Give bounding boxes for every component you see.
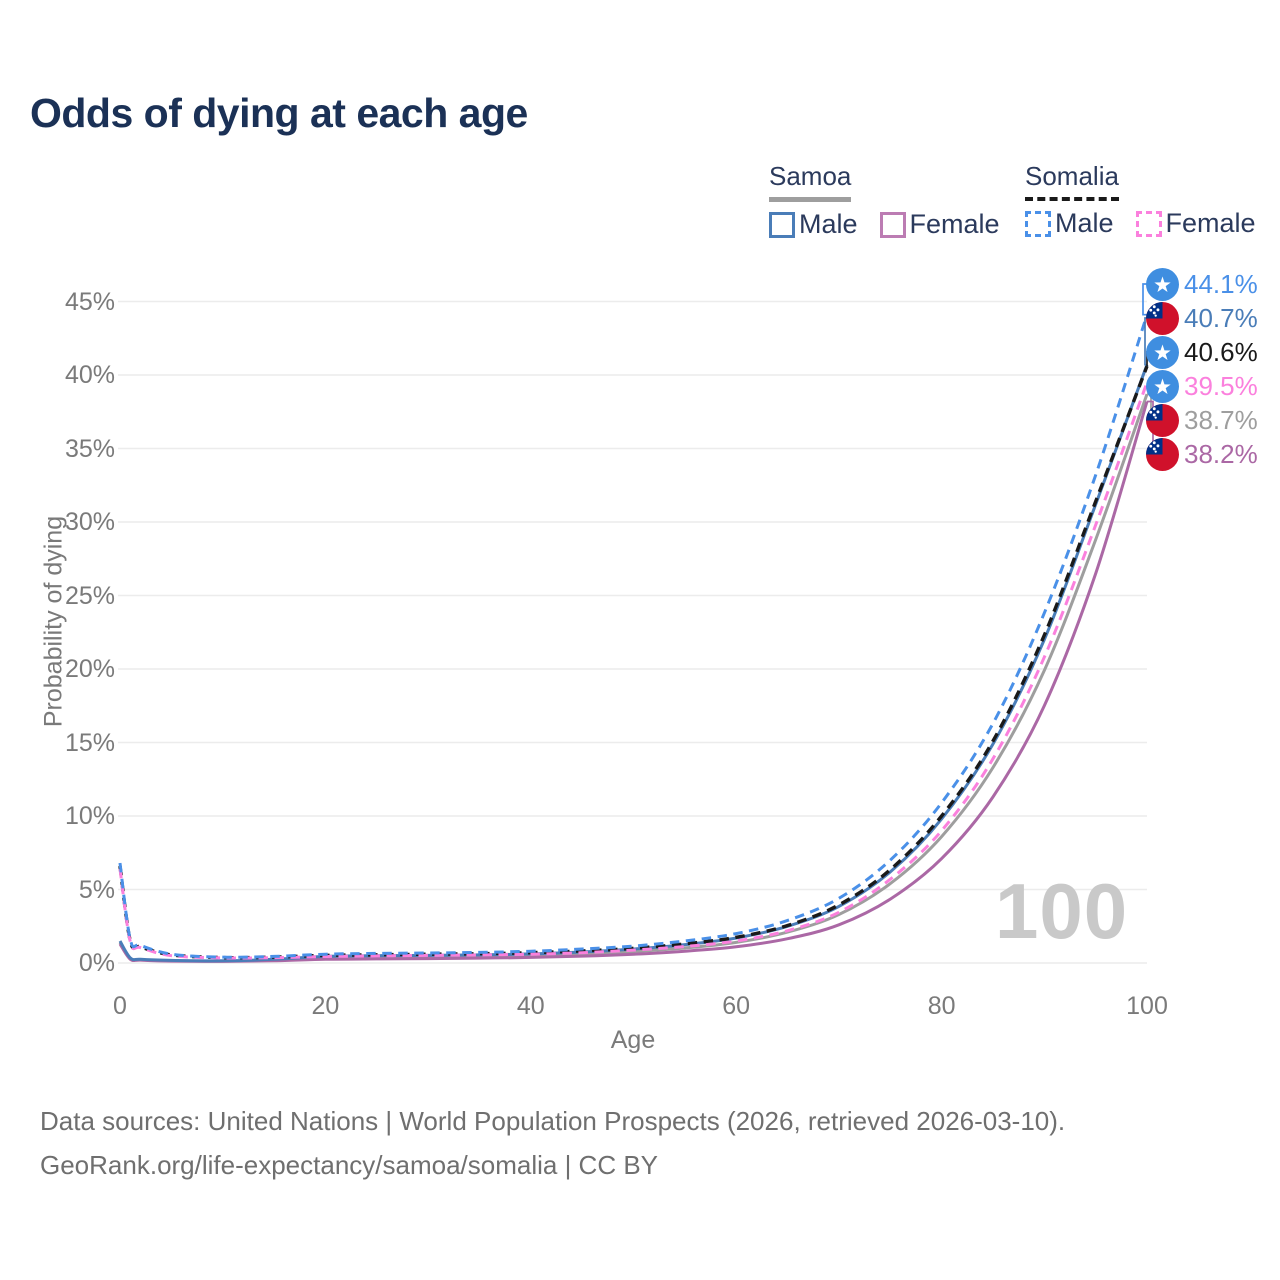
footer-link[interactable]: GeoRank.org/life-expectancy/samoa/somali… [40,1150,659,1180]
samoa-flag-icon [1146,301,1179,335]
samoa-flag-icon [1146,437,1179,471]
y-tick-label: 5% [78,875,115,904]
y-tick-label: 40% [64,361,115,389]
legend-swatch-somalia-female [1135,210,1162,237]
legend-label-samoa-male: Male [799,209,858,239]
x-tick-label: 80 [927,992,956,1020]
series-line-somalia-female[interactable] [118,381,1149,960]
x-tick-label: 60 [722,992,751,1020]
end-label-row: 40.7% [1146,301,1258,335]
end-labels: 44.1% 40.7% 40.6% 39.5% [1146,267,1258,471]
end-label-value: 44.1% [1184,268,1258,299]
somalia-flag-icon [1146,267,1179,301]
y-tick-label: 45% [64,287,115,316]
end-label-value: 38.7% [1184,404,1258,435]
y-tick-label: 20% [64,655,115,683]
end-label-value: 40.6% [1184,336,1258,367]
y-axis-title: Probability of dying [39,515,68,728]
legend-label-somalia-male: Male [1055,208,1114,238]
y-tick-label: 25% [64,581,115,610]
legend-group-somalia: Somalia Male Female [1025,161,1256,239]
legend-label-samoa-female: Female [909,209,1000,239]
somalia-flag-icon [1146,335,1179,369]
end-label-row: 44.1% [1146,267,1258,301]
y-tick-label: 0% [78,949,115,977]
legend-swatch-samoa-male [769,211,795,238]
y-tick-label: 15% [64,728,115,757]
x-tick-label: 40 [516,992,545,1020]
y-tick-label: 35% [64,434,115,463]
footer-data-sources: Data sources: United Nations | World Pop… [40,1106,1066,1136]
legend-group-samoa: Samoa Male Female [769,161,1000,240]
end-label-row: 40.6% [1146,335,1258,369]
legend-item-somalia-female[interactable]: Female [1135,208,1256,239]
end-label-row: 39.5% [1146,369,1258,403]
page-title: Odds of dying at each age [30,90,528,136]
legend-item-somalia-male[interactable]: Male [1025,208,1114,239]
legend-item-samoa-male[interactable]: Male [769,209,858,240]
end-label-connector [1147,400,1154,454]
somalia-flag-icon [1146,369,1179,403]
end-label-value: 39.5% [1184,370,1258,401]
age-watermark: 100 [995,867,1129,955]
series-line-somalia-male[interactable] [118,314,1149,959]
end-label-value: 40.7% [1184,302,1258,333]
legend-header-samoa[interactable]: Samoa [769,161,852,202]
legend-item-samoa-female[interactable]: Female [879,209,1000,240]
end-label-row: 38.2% [1146,437,1258,471]
series-line-samoa-female[interactable] [118,401,1149,963]
legend-swatch-somalia-male [1025,210,1051,237]
x-axis-title: Age [610,1026,656,1054]
x-tick-label: 20 [311,992,340,1020]
series-line-somalia[interactable] [118,365,1149,960]
end-label-row: 38.7% [1146,403,1258,437]
y-tick-label: 10% [64,802,115,830]
footer: Data sources: United Nations | World Pop… [40,1106,1065,1194]
x-tick-label: 100 [1126,992,1168,1020]
series-line-samoa[interactable] [118,393,1149,963]
legend-header-somalia[interactable]: Somalia [1025,161,1119,201]
samoa-flag-icon [1146,403,1179,437]
x-tick-label: 0 [113,992,127,1020]
end-label-value: 38.2% [1184,438,1258,469]
series-line-samoa-male[interactable] [118,364,1149,963]
legend-label-somalia-female: Female [1165,208,1256,238]
y-tick-label: 30% [64,508,115,536]
legend-swatch-samoa-female [879,211,906,238]
